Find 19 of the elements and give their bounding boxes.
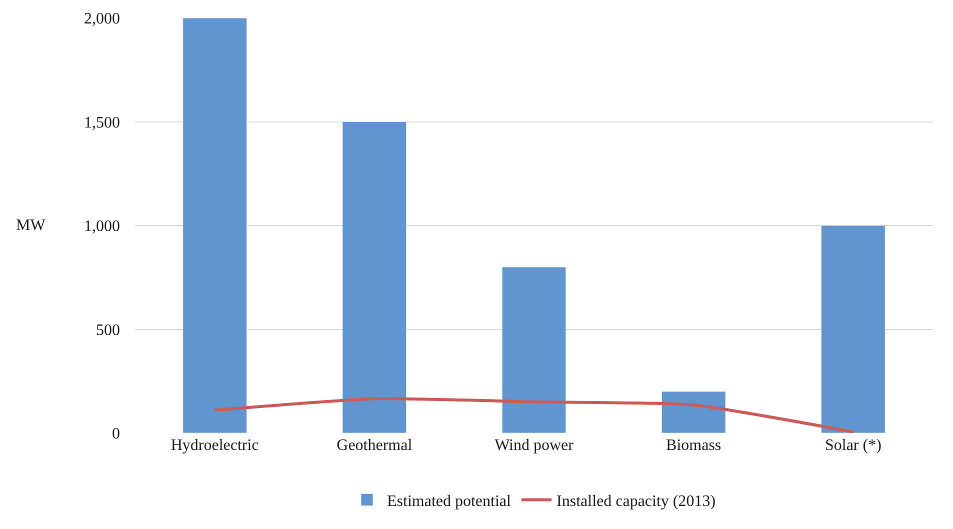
legend-label: Installed capacity (2013) — [556, 492, 716, 510]
bar — [821, 225, 886, 433]
x-tick-label: Wind power — [494, 437, 574, 454]
line-series — [213, 397, 855, 433]
y-tick-label: 500 — [96, 322, 120, 339]
x-tick-label: Hydroelectric — [170, 437, 259, 454]
bar — [182, 18, 247, 433]
y-axis-title: MW — [16, 217, 46, 234]
y-tick-label: 1,500 — [84, 114, 120, 132]
y-tick-label: 0 — [112, 426, 120, 443]
x-tick-label: Solar (*) — [824, 437, 882, 454]
y-tick-label: 1,000 — [84, 218, 120, 236]
x-tick-label: Biomass — [666, 437, 722, 454]
x-tick-label: Geothermal — [336, 437, 413, 454]
legend-label: Estimated potential — [387, 492, 512, 510]
bar — [661, 391, 726, 433]
bar — [502, 266, 566, 433]
bar — [342, 122, 407, 433]
y-tick-label: 2,000 — [84, 10, 120, 28]
